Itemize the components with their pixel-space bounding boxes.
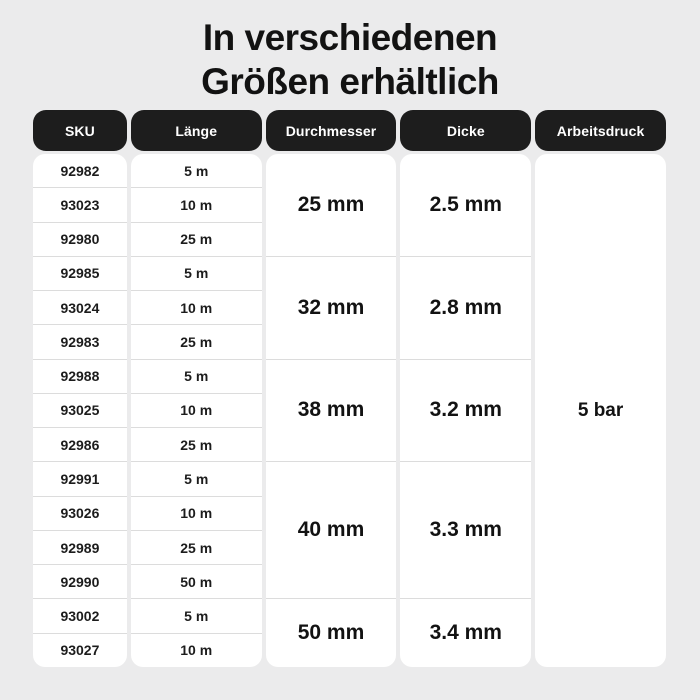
laenge-cell: 10 m [130,392,262,427]
column-body-dicke: 2.5 mm 2.8 mm 3.2 mm 3.3 mm 3.4 mm [400,154,532,667]
column-body-arbeitsdruck: 5 bar [535,154,666,667]
sku-cell: 92989 [33,529,127,564]
column-arbeitsdruck: Arbeitsdruck 5 bar [535,110,666,667]
laenge-cell: 10 m [130,187,262,221]
durchmesser-group-cell: 50 mm [265,598,397,667]
laenge-cell: 10 m [130,290,262,324]
dicke-group-cell: 2.5 mm [429,192,502,216]
arbeitsdruck-cell: 5 bar [577,399,624,421]
page-title-line1: In verschiedenen [202,17,498,58]
laenge-cell: 25 m [130,427,262,461]
durchmesser-group-cell: 40 mm [265,461,397,598]
size-table: SKU 92982 93023 92980 92985 93024 92983 … [33,110,666,667]
sku-cell: 92990 [33,564,127,598]
column-durchmesser: Durchmesser 25 mm 32 mm 38 mm 40 mm 50 m… [265,110,397,667]
page-title-line2: Größen erhältlich [201,61,499,103]
dicke-group-cell: 2.8 mm [400,255,532,359]
laenge-cell: 5 m [130,255,262,290]
sku-cell: 93023 [33,187,127,221]
column-dicke: Dicke 2.5 mm 2.8 mm 3.2 mm 3.3 mm 3.4 mm [400,110,532,667]
laenge-cell: 50 m [130,564,262,598]
page-title: In verschiedenen Größen erhältlich [0,0,700,105]
durchmesser-group-cell: 38 mm [265,358,397,462]
laenge-cell: 25 m [130,529,262,564]
sku-cell: 92982 [60,162,100,179]
dicke-group-cell: 3.3 mm [400,461,532,598]
sku-cell: 93002 [33,598,127,632]
laenge-cell: 25 m [130,221,262,256]
sku-cell: 93027 [33,632,127,667]
sku-cell: 93026 [33,495,127,530]
sku-cell: 92991 [33,461,127,495]
column-sku: SKU 92982 93023 92980 92985 93024 92983 … [33,110,127,667]
dicke-group-cell: 3.2 mm [400,358,532,462]
column-header-sku: SKU [33,110,127,151]
column-header-durchmesser: Durchmesser [265,110,397,151]
laenge-cell: 5 m [130,461,262,495]
laenge-cell: 10 m [130,632,262,667]
column-body-laenge: 5 m 10 m 25 m 5 m 10 m 25 m 5 m 10 m 25 … [130,154,262,667]
dicke-group-cell: 3.4 mm [400,598,532,667]
column-header-arbeitsdruck: Arbeitsdruck [535,110,666,151]
sku-cell: 92985 [33,255,127,290]
column-laenge: Länge 5 m 10 m 25 m 5 m 10 m 25 m 5 m 10… [130,110,262,667]
sku-cell: 93025 [33,392,127,427]
laenge-cell: 5 m [130,358,262,393]
sku-cell: 92980 [33,221,127,256]
laenge-cell: 10 m [130,495,262,530]
durchmesser-group-cell: 25 mm [297,192,365,216]
sku-cell: 92988 [33,358,127,393]
laenge-cell: 5 m [184,162,209,179]
column-header-laenge: Länge [130,110,262,151]
column-body-durchmesser: 25 mm 32 mm 38 mm 40 mm 50 mm [265,154,397,667]
sku-cell: 93024 [33,290,127,324]
durchmesser-group-cell: 32 mm [265,255,397,359]
sku-cell: 92986 [33,427,127,461]
column-body-sku: 92982 93023 92980 92985 93024 92983 9298… [33,154,127,667]
sku-cell: 92983 [33,324,127,358]
laenge-cell: 25 m [130,324,262,358]
laenge-cell: 5 m [130,598,262,632]
column-header-dicke: Dicke [400,110,532,151]
